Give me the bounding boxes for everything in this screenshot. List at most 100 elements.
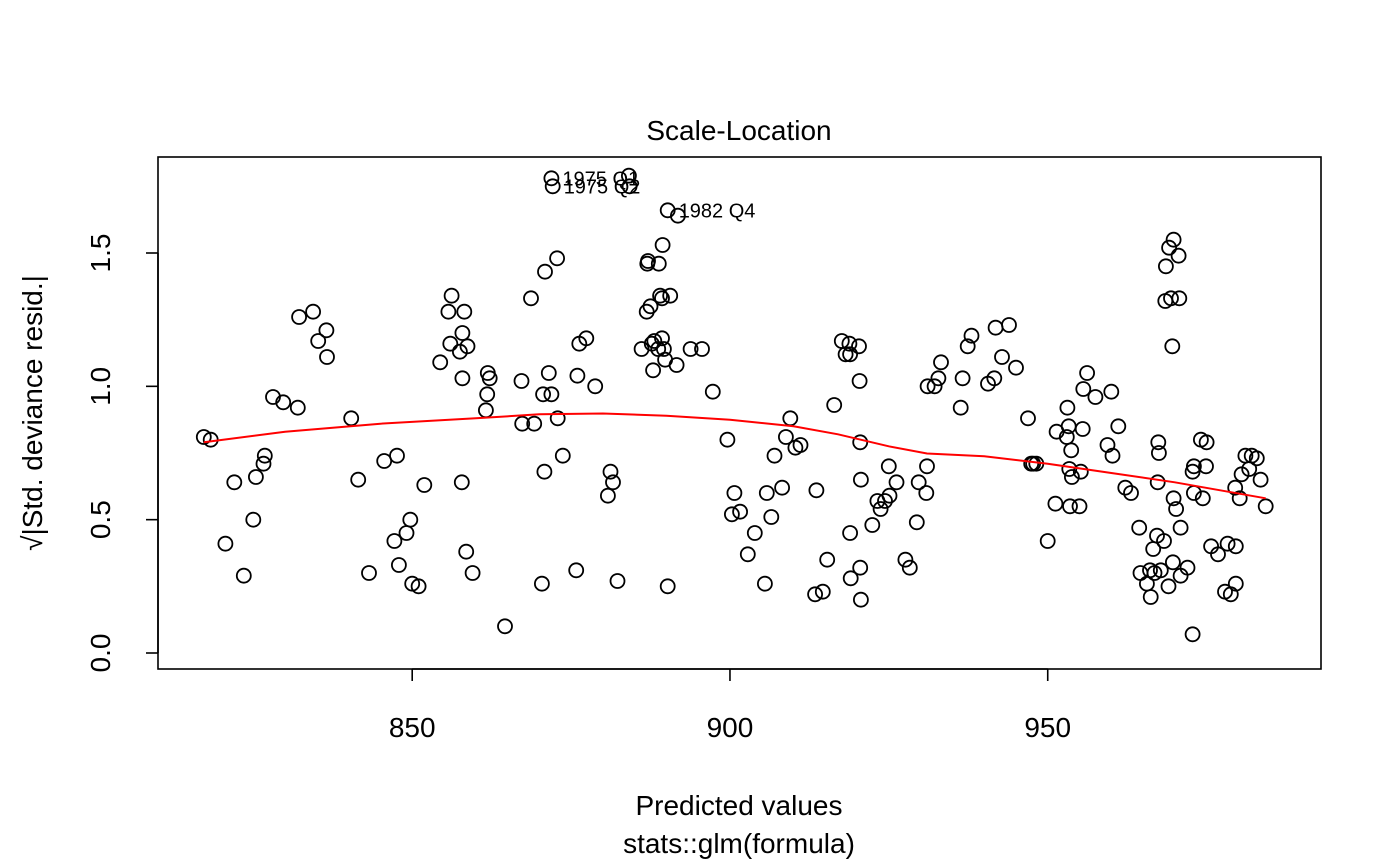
data-point	[514, 415, 531, 432]
data-point	[654, 330, 670, 347]
data-point	[778, 429, 794, 445]
data-point	[416, 477, 433, 493]
data-point	[959, 338, 976, 355]
data-point	[537, 263, 553, 280]
data-point	[1194, 490, 1211, 507]
data-point	[195, 429, 212, 445]
data-point	[842, 570, 859, 587]
data-point	[726, 485, 743, 501]
data-point	[343, 410, 360, 427]
data-point	[459, 338, 476, 355]
data-point	[1198, 458, 1214, 475]
data-point	[621, 178, 638, 195]
data-point	[1132, 565, 1149, 581]
data-point	[1047, 495, 1064, 512]
data-point	[1227, 538, 1244, 555]
data-point	[853, 591, 869, 608]
data-point	[454, 370, 471, 387]
data-point	[659, 578, 676, 595]
data-point	[549, 410, 566, 427]
y-axis-label-radical: √	[17, 535, 48, 551]
data-point	[1131, 519, 1148, 536]
data-point	[640, 253, 656, 269]
data-point	[656, 341, 672, 357]
data-point	[1117, 479, 1134, 496]
data-point	[389, 447, 405, 464]
data-point	[654, 237, 671, 253]
data-point	[534, 575, 550, 592]
data-point	[1142, 589, 1159, 605]
data-point	[758, 485, 775, 501]
data-point	[1160, 578, 1177, 595]
data-point	[587, 378, 604, 395]
data-point	[910, 474, 927, 491]
data-point	[578, 330, 595, 347]
data-point	[819, 551, 836, 568]
data-point	[766, 447, 783, 464]
data-point	[1227, 479, 1244, 496]
data-point	[291, 309, 308, 325]
data-point	[1164, 338, 1181, 355]
data-point	[782, 410, 799, 427]
data-point	[535, 386, 551, 403]
y-tick-label: 0.0	[85, 634, 116, 673]
data-point	[464, 565, 481, 581]
data-point	[682, 341, 699, 357]
data-point	[235, 567, 252, 584]
data-point	[479, 386, 496, 403]
data-point	[605, 474, 621, 491]
data-point	[841, 335, 858, 352]
data-point	[1252, 471, 1269, 488]
data-point	[901, 559, 918, 576]
data-point	[390, 557, 407, 573]
data-point	[386, 533, 403, 549]
chart-subtitle: stats::glm(formula)	[623, 828, 855, 859]
data-point	[1103, 383, 1120, 400]
data-point	[1008, 359, 1024, 376]
data-point	[952, 399, 969, 416]
data-point	[670, 207, 686, 224]
data-point	[456, 303, 473, 320]
data-point	[1062, 498, 1078, 515]
data-point	[732, 503, 748, 520]
data-point	[852, 559, 869, 576]
data-point	[1072, 463, 1089, 480]
data-point	[654, 290, 670, 307]
data-point	[1151, 445, 1167, 461]
y-axis: 0.0 0.5 1.0 1.5	[85, 234, 159, 673]
data-point	[694, 341, 710, 357]
data-point	[600, 487, 616, 504]
data-point	[851, 338, 867, 355]
y-axis-label: √|Std. deviance resid.|	[17, 275, 48, 551]
data-point	[1059, 399, 1076, 416]
data-point	[852, 434, 869, 451]
data-point	[1152, 562, 1169, 579]
x-axis: 850 900 950	[389, 668, 1071, 743]
data-point	[1257, 498, 1274, 515]
residual-points	[195, 167, 1274, 643]
data-point	[926, 378, 943, 395]
data-point	[526, 415, 543, 432]
data-point	[1074, 421, 1091, 437]
data-point	[1186, 458, 1202, 475]
data-point	[318, 322, 335, 339]
data-point	[724, 506, 740, 523]
data-point	[963, 327, 980, 344]
data-point	[1039, 533, 1056, 549]
data-point	[621, 167, 637, 184]
y-tick-label: 0.5	[85, 500, 116, 539]
data-point	[1158, 258, 1174, 275]
data-point	[245, 511, 262, 528]
point-label: 1982 Q4	[679, 200, 756, 222]
data-point	[739, 546, 756, 563]
data-point	[877, 493, 893, 509]
data-point	[458, 543, 475, 560]
data-point	[289, 399, 306, 416]
data-point	[1087, 389, 1104, 405]
data-point	[908, 514, 925, 531]
data-point	[1156, 533, 1172, 549]
data-point	[569, 367, 586, 384]
data-point	[543, 170, 560, 187]
